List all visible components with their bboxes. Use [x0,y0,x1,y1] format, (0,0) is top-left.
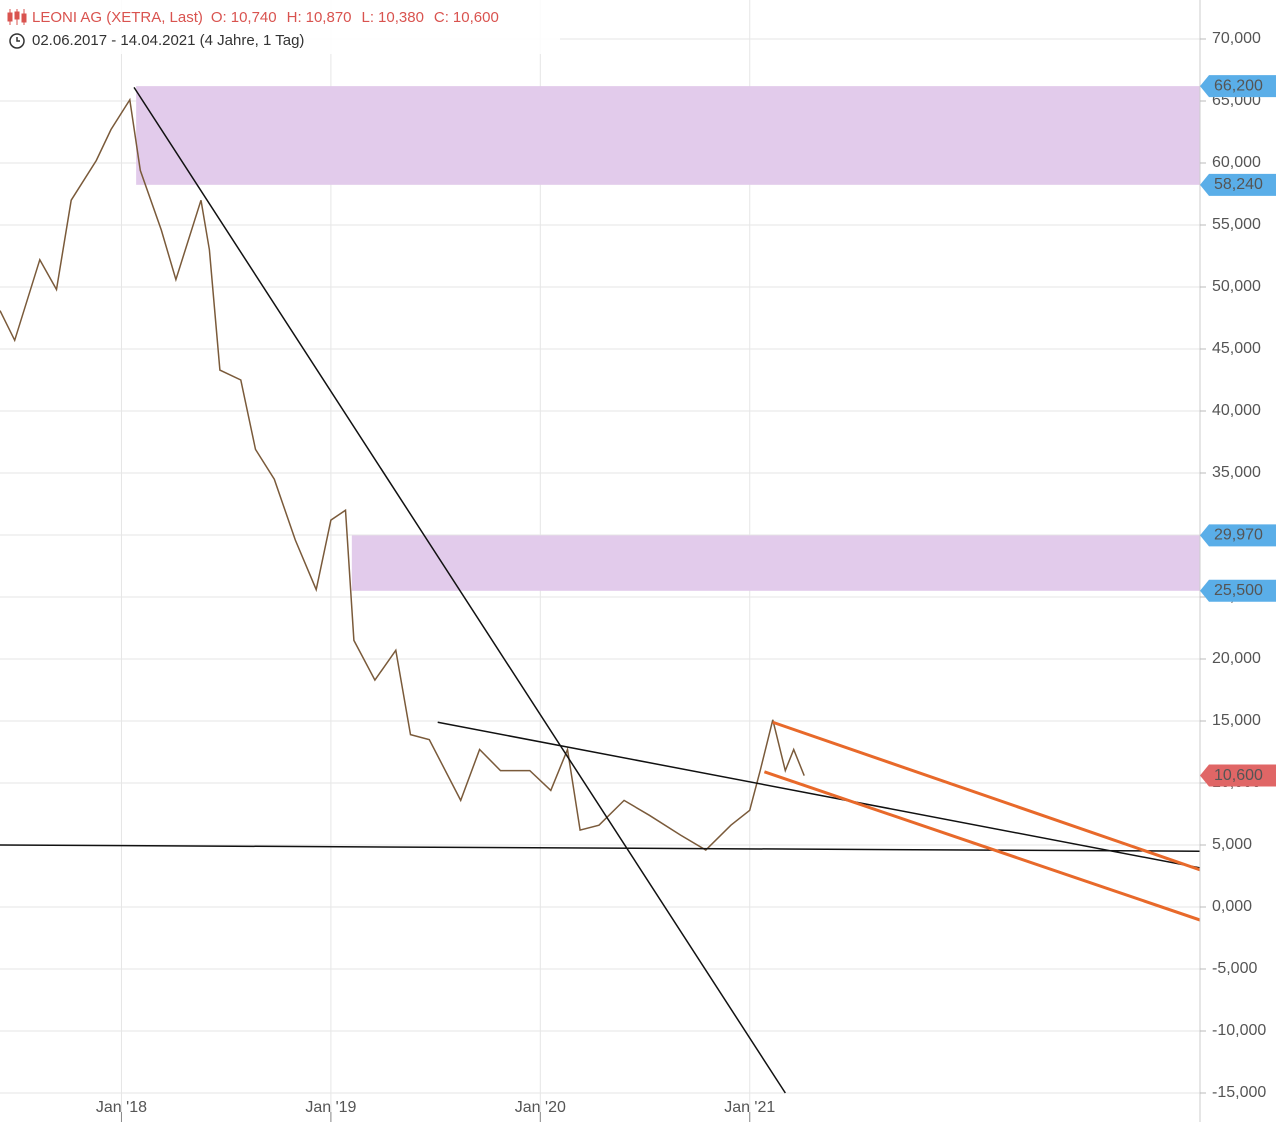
y-tick-label: -10,000 [1212,1022,1266,1039]
x-tick-label: Jan '18 [96,1099,147,1116]
axis: 70,00065,00060,00055,00050,00045,00040,0… [96,30,1276,1122]
stat-key: L: [362,9,375,26]
stat-value: 10,740 [231,9,277,26]
x-tick-label: Jan '21 [724,1099,775,1116]
y-tick-label: 40,000 [1212,402,1261,419]
zone [351,535,1200,591]
trendline [133,86,786,1094]
stat-key: O: [211,9,227,26]
trendline [0,844,1200,852]
grid [0,0,1200,1122]
zone [136,86,1200,185]
y-tick-label: 60,000 [1212,154,1261,171]
y-tick-label: 45,000 [1212,340,1261,357]
y-tick-label: 55,000 [1212,216,1261,233]
y-tick-label: 20,000 [1212,650,1261,667]
price-badge [1200,173,1276,196]
price-badge-label: 66,200 [1214,77,1263,94]
chart-title: LEONI AG (XETRA, Last) [32,9,203,26]
y-tick-label: -5,000 [1212,960,1257,977]
price-badge-label: 25,500 [1214,582,1263,599]
stat-value: 10,600 [453,9,499,26]
price-badge [1200,524,1276,547]
price-badge [1200,764,1276,787]
stat-key: C: [434,9,449,26]
y-tick-label: 50,000 [1212,278,1261,295]
y-tick-label: 35,000 [1212,464,1261,481]
y-tick-label: 15,000 [1212,712,1261,729]
stat-key: H: [287,9,302,26]
y-tick-label: 5,000 [1212,836,1252,853]
price-line [0,97,805,851]
subtitle: 02.06.2017 - 14.04.2021 (4 Jahre, 1 Tag) [32,32,304,49]
trendline [763,770,1200,922]
y-tick-label: 70,000 [1212,30,1261,47]
y-tick-label: 0,000 [1212,898,1252,915]
y-tick-label: -15,000 [1212,1084,1266,1101]
price-badge-label: 29,970 [1214,527,1263,544]
header-bg [0,0,560,54]
clock-icon [9,33,25,49]
trendline [772,720,1200,872]
x-tick-label: Jan '19 [305,1099,356,1116]
last-price-label: 10,600 [1214,767,1263,784]
stat-value: 10,380 [378,9,424,26]
trendline [437,721,1200,869]
candle-icon [7,9,27,25]
x-tick-label: Jan '20 [515,1099,566,1116]
price-badge [1200,75,1276,98]
price-badge [1200,579,1276,602]
plot-area [0,86,1200,1094]
stat-value: 10,870 [306,9,352,26]
price-badge-label: 58,240 [1214,176,1263,193]
